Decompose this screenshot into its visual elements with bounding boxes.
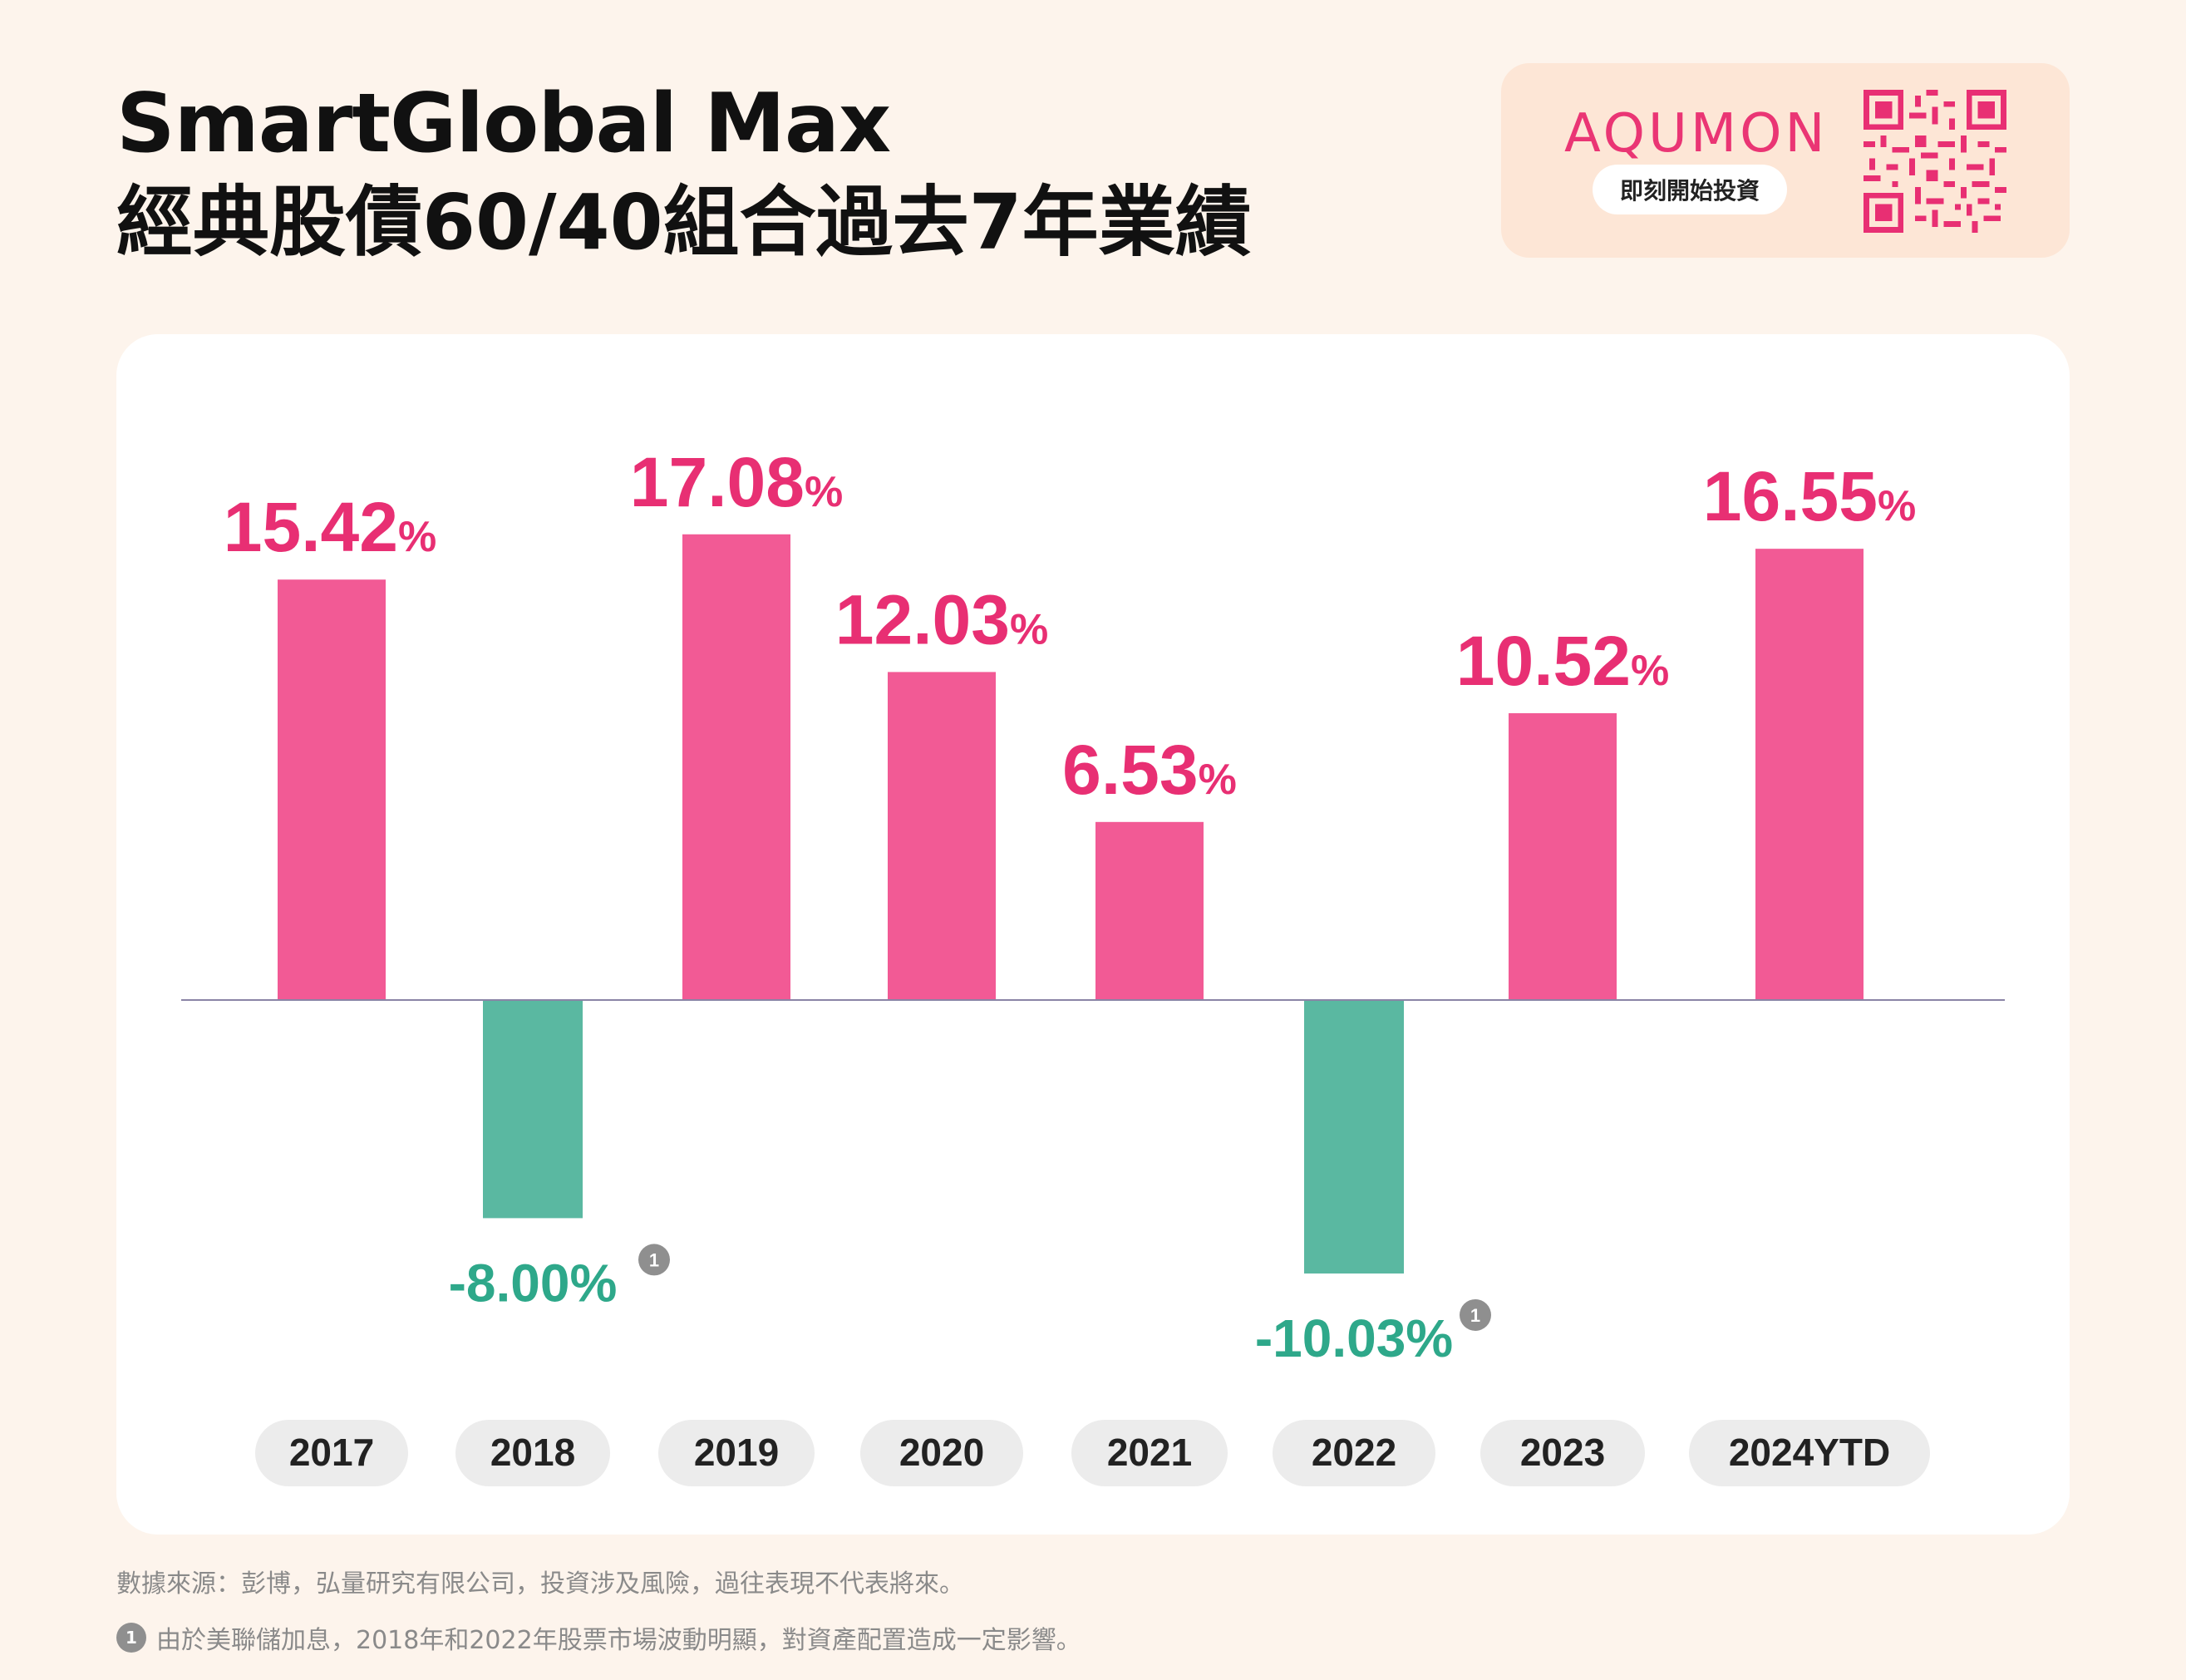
value-label-2020: 12.03% [835,580,1048,658]
category-label-2017: 2017 [289,1431,374,1474]
value-label-2024YTD: 16.55% [1703,457,1916,535]
source-note: 數據來源：彭博，弘量研究有限公司，投資涉及風險，過往表現不代表將來。 [116,1569,964,1599]
value-unit: % [1199,756,1237,804]
bar-2022 [1304,1000,1404,1274]
category-label-2023: 2023 [1520,1431,1605,1474]
chart-card: 15.42% -8.00% 1 17.08% 12.03% 6.53% -10.03% 1 10… [116,334,2070,1535]
bar-2024YTD [1755,549,1864,1000]
category-label-2022: 2022 [1312,1431,1396,1474]
brand-logo: AQUMON [1564,103,1829,165]
category-pill-2017 [255,1420,408,1486]
value-label-2017: 15.42% [224,488,436,566]
title-line-2: 經典股債60/40組合過去7年業績 [116,177,1252,267]
value-number: -10.03 [1255,1308,1406,1368]
value-label-2019: 17.08% [630,443,843,521]
bar-2020 [888,672,996,1000]
bar-2023 [1509,712,1617,1000]
category-label-2019: 2019 [694,1431,779,1474]
bar-2021 [1095,821,1204,1000]
footnote-1: 1 由於美聯儲加息，2018年和2022年股票市場波動明顯，對資產配置造成一定影… [116,1619,1081,1656]
footnote-marker-text: 1 [1470,1305,1480,1326]
footnote-marker-icon: 1 [116,1623,146,1653]
value-label-2023: 10.52% [1456,622,1669,700]
qr-code-icon[interactable] [1864,90,2006,233]
footnotes: 數據來源：彭博，弘量研究有限公司，投資涉及風險，過往表現不代表將來。 1 由於美… [116,1563,1081,1656]
value-number: 12.03 [835,580,1010,658]
bar-2018 [483,1000,583,1219]
footnote-marker-icon [638,1244,670,1276]
category-pill-2022 [1273,1420,1435,1486]
value-number: 17.08 [630,443,805,521]
value-unit: % [1010,605,1048,653]
category-pill-2024YTD [1689,1420,1930,1486]
category-label-2020: 2020 [899,1431,984,1474]
category-label-2021: 2021 [1107,1431,1192,1474]
bar-2017 [278,579,386,1000]
value-unit: % [398,513,436,561]
value-number: 6.53 [1062,731,1199,809]
value-number: -8.00 [449,1253,570,1313]
value-number: 15.42 [224,488,398,566]
title-line-1: SmartGlobal Max [116,76,891,171]
value-unit: % [805,468,843,516]
value-unit: % [1406,1308,1453,1368]
bar-2019 [682,534,790,1000]
value-unit: % [1878,482,1916,530]
value-label-2018: -8.00% [449,1253,618,1313]
page-title: SmartGlobal Max 經典股債60/40組合過去7年業績 [116,76,1252,268]
category-pill-2019 [658,1420,815,1486]
value-unit: % [1631,647,1669,695]
category-label-2024YTD: 2024YTD [1729,1431,1890,1474]
bar-chart: 15.42%-8.00% 117.08%12.03%6.53%-10.03% 110… [181,443,2005,1486]
value-number: 16.55 [1703,457,1878,535]
cta-button[interactable]: 即刻開始投資 [1593,165,1787,214]
category-label-2018: 2018 [490,1431,575,1474]
footnote-marker-icon [1460,1298,1491,1331]
category-pill-2021 [1071,1420,1228,1486]
value-label-2022: -10.03% [1255,1308,1453,1368]
category-pill-2018 [455,1420,610,1486]
footnote-marker-text: 1 [649,1249,659,1270]
brand-card[interactable]: AQUMON 即刻開始投資 [1501,63,2070,258]
footnote-1-text: 由於美聯儲加息，2018年和2022年股票市場波動明顯，對資產配置造成一定影響。 [156,1626,1081,1655]
value-label-2021: 6.53% [1062,731,1237,809]
value-number: 10.52 [1456,622,1631,700]
category-pill-2020 [860,1420,1023,1486]
category-pill-2023 [1480,1420,1645,1486]
value-unit: % [569,1253,617,1313]
